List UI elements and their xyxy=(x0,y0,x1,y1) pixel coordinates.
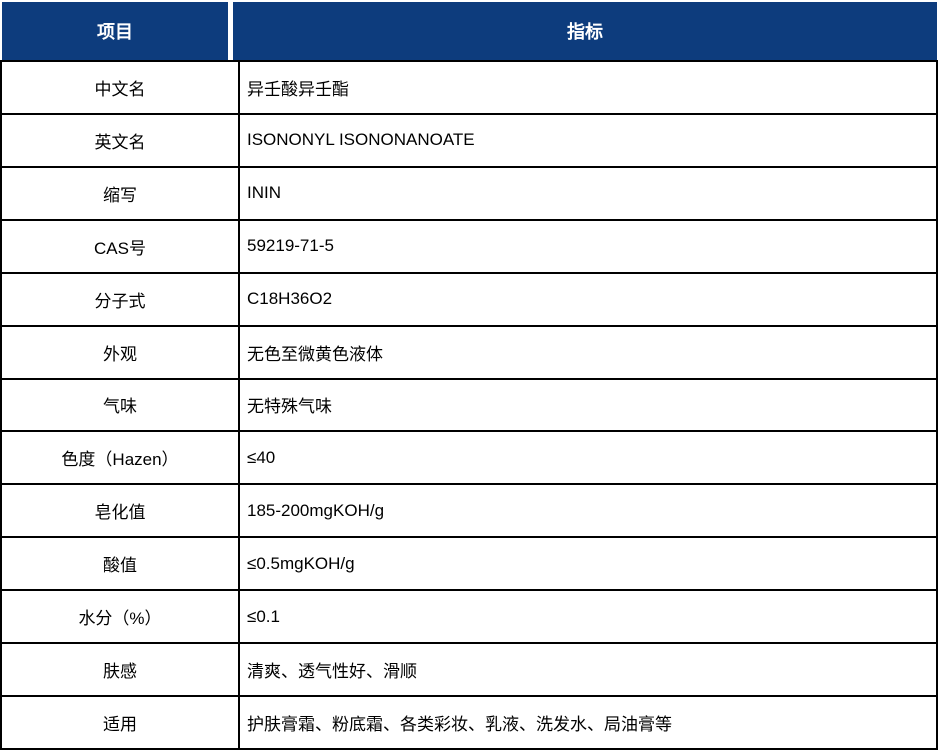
item-cell: 英文名 xyxy=(0,112,240,168)
spec-cell: 无色至微黄色液体 xyxy=(238,324,938,380)
item-cell: 缩写 xyxy=(0,165,240,221)
item-cell: 色度（Hazen） xyxy=(0,430,240,486)
table-row: 肤感 清爽、透气性好、滑顺 xyxy=(0,642,938,698)
table-row: 色度（Hazen） ≤40 xyxy=(0,430,938,486)
table-row: 皂化值 185-200mgKOH/g xyxy=(0,483,938,539)
table-row: 气味 无特殊气味 xyxy=(0,377,938,433)
item-cell: 分子式 xyxy=(0,271,240,327)
item-cell: CAS号 xyxy=(0,218,240,274)
table-row: 适用 护肤膏霜、粉底霜、各类彩妆、乳液、洗发水、局油膏等 xyxy=(0,695,938,750)
header-item-column: 项目 xyxy=(2,2,228,60)
table-row: 分子式 C18H36O2 xyxy=(0,271,938,327)
spec-cell: 185-200mgKOH/g xyxy=(238,483,938,539)
spec-cell: ≤40 xyxy=(238,430,938,486)
table-header-row: 项目 指标 xyxy=(2,2,937,60)
item-cell: 外观 xyxy=(0,324,240,380)
spec-cell: 护肤膏霜、粉底霜、各类彩妆、乳液、洗发水、局油膏等 xyxy=(238,695,938,750)
spec-cell: 清爽、透气性好、滑顺 xyxy=(238,642,938,698)
table-row: CAS号 59219-71-5 xyxy=(0,218,938,274)
product-spec-table: 中文名 异壬酸异壬酯 英文名 ISONONYL ISONONANOATE 缩写 … xyxy=(0,60,938,750)
table-row: 外观 无色至微黄色液体 xyxy=(0,324,938,380)
spec-cell: ININ xyxy=(238,165,938,221)
item-cell: 适用 xyxy=(0,695,240,750)
item-cell: 皂化值 xyxy=(0,483,240,539)
table-row: 英文名 ISONONYL ISONONANOATE xyxy=(0,112,938,168)
spec-cell: ≤0.5mgKOH/g xyxy=(238,536,938,592)
spec-cell: ≤0.1 xyxy=(238,589,938,645)
table-row: 中文名 异壬酸异壬酯 xyxy=(0,60,938,115)
table-row: 酸值 ≤0.5mgKOH/g xyxy=(0,536,938,592)
item-cell: 肤感 xyxy=(0,642,240,698)
table-row: 水分（%） ≤0.1 xyxy=(0,589,938,645)
item-cell: 气味 xyxy=(0,377,240,433)
spec-cell: C18H36O2 xyxy=(238,271,938,327)
item-cell: 酸值 xyxy=(0,536,240,592)
item-cell: 水分（%） xyxy=(0,589,240,645)
spec-cell: 异壬酸异壬酯 xyxy=(238,60,938,115)
spec-cell: 无特殊气味 xyxy=(238,377,938,433)
spec-cell: 59219-71-5 xyxy=(238,218,938,274)
item-cell: 中文名 xyxy=(0,60,240,115)
spec-cell: ISONONYL ISONONANOATE xyxy=(238,112,938,168)
table-row: 缩写 ININ xyxy=(0,165,938,221)
header-spec-column: 指标 xyxy=(233,2,937,60)
